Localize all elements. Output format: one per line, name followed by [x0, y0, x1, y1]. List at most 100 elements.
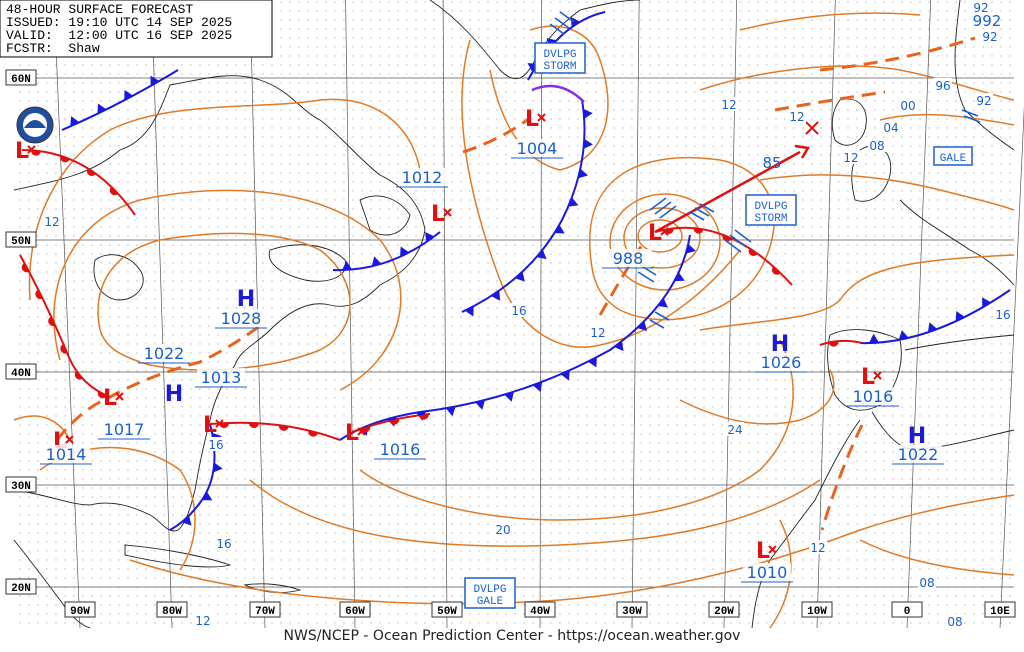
warning-text: GALE: [940, 153, 967, 165]
front-semicircle: [748, 248, 758, 256]
front-triangle: [587, 357, 597, 368]
isobar-label: 12: [590, 326, 605, 340]
isobar-label: 12: [843, 151, 858, 165]
labels: 60N 50N 40N 30N 20N 90W 80W 70W 60W 50W 40W 30W 20W 1…: [5, 0, 1016, 629]
pressure-label: 1017: [104, 420, 145, 439]
low-center-x: [27, 145, 36, 154]
pressure-label-bg: [757, 353, 805, 371]
isobar-label: 16: [511, 304, 526, 318]
isobar-label: 08: [869, 139, 884, 153]
isobar-label: 992: [973, 12, 1002, 30]
front-triangle: [578, 168, 589, 179]
troughs: [55, 36, 976, 531]
longitude-label-box: [708, 601, 740, 618]
longitude-line: [906, 0, 932, 629]
front-triangle: [898, 330, 909, 340]
isobar-label-bg: [809, 540, 827, 554]
front-triangle: [657, 298, 668, 308]
front-semicircle: [828, 341, 839, 347]
front-semicircle: [86, 168, 96, 176]
pressure-label-bg: [894, 445, 942, 463]
pressure-label: 1022: [144, 344, 185, 363]
wind-barbs: [549, 11, 981, 329]
isobar-label: 92: [973, 1, 988, 15]
isobar-label: 12: [721, 98, 736, 112]
cold-front: [461, 99, 586, 313]
front-triangle: [955, 311, 965, 322]
header-valid: VALID: 12:00 UTC 16 SEP 2025: [6, 28, 232, 43]
front-triangle: [70, 116, 80, 127]
front-semicircle: [35, 289, 43, 299]
front-triangle: [464, 306, 474, 317]
arrow-head: [794, 144, 811, 159]
front-triangle: [568, 197, 579, 207]
front-triangle: [181, 515, 192, 526]
isobar-label: 04: [883, 121, 898, 135]
front-triangle: [504, 391, 514, 402]
low-center-x: [215, 419, 224, 428]
low-symbol: L: [345, 421, 359, 446]
isobar-label-bg: [868, 138, 886, 152]
latitude-label: 60N: [11, 74, 31, 86]
latitude-label: 40N: [11, 368, 31, 380]
latitude-label-box: [5, 476, 37, 493]
longitude-line: [442, 0, 448, 629]
isobar-label-bg: [972, 0, 990, 14]
longitude-line: [816, 0, 836, 629]
isobar-label-bg: [589, 325, 607, 339]
isobar-label-bg: [882, 120, 900, 134]
latitude-label: 20N: [11, 583, 31, 595]
pressure-label-bg: [604, 249, 652, 267]
latitude-label-box: [5, 231, 37, 248]
low-symbol: L: [756, 539, 770, 564]
front-triangle: [201, 491, 213, 501]
isobar-label: 20: [495, 523, 510, 537]
isobar-label: 00: [900, 99, 915, 113]
isobar-label-bg: [494, 522, 512, 536]
longitude-label-box: [339, 601, 371, 618]
front-triangle: [927, 322, 938, 333]
pressure-label-bg: [217, 309, 265, 327]
front-semicircle: [97, 391, 108, 399]
longitude-label-box: [616, 601, 648, 618]
pressure-label: 1010: [747, 563, 788, 582]
front-triangle: [532, 381, 543, 392]
front-triangle: [341, 260, 352, 271]
header-box: [0, 0, 273, 58]
isobar-label: 96: [935, 79, 950, 93]
front-triangle: [868, 333, 879, 344]
longitude-label: 60W: [345, 606, 365, 618]
front-semicircle: [771, 266, 781, 275]
front-triangle: [475, 399, 485, 410]
low-center-x: [768, 545, 777, 554]
warm-front: [819, 339, 863, 346]
low-center-x: [357, 427, 366, 436]
front-semicircle: [308, 430, 319, 437]
longitude-label: 70W: [255, 606, 275, 618]
isobar-label: 24: [727, 423, 742, 437]
front-triangle: [583, 138, 593, 149]
longitude-label: 90W: [70, 606, 90, 618]
high-symbol: H: [908, 424, 926, 449]
longitude-line: [539, 0, 543, 629]
pressure-label: 1022: [898, 445, 939, 464]
isobar-label-bg: [43, 214, 61, 228]
front-semicircle: [21, 262, 30, 273]
isobar-label: 16: [216, 537, 231, 551]
longitude-label: 10W: [807, 606, 827, 618]
longitude-line: [631, 0, 640, 629]
pressure-label: 1012: [402, 168, 443, 187]
warning-text: DVLPG: [543, 49, 576, 61]
longitude-label-box: [524, 601, 556, 618]
isobar-label-bg: [899, 98, 917, 112]
latitude-label: 50N: [11, 236, 31, 248]
longitude-label-box: [64, 601, 96, 618]
pressure-label: 1014: [46, 445, 87, 464]
isobar-label-bg: [946, 614, 964, 628]
front-semicircle: [693, 228, 704, 234]
pressure-label-bg: [849, 387, 897, 405]
isobar-label: 92: [976, 94, 991, 108]
longitude-label: 40W: [530, 606, 550, 618]
front-semicircle: [74, 370, 83, 380]
